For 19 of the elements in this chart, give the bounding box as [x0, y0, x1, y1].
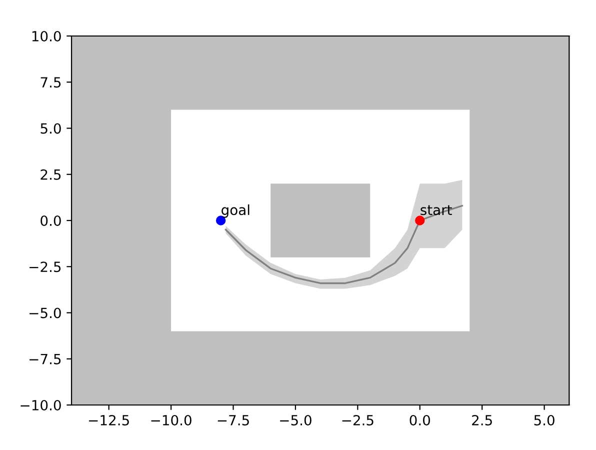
annotation: goal [222, 204, 250, 218]
y-tick-label: −2.5 [30, 262, 61, 272]
y-tick-label: 2.5 [40, 169, 61, 180]
x-tick-label: −12.5 [89, 414, 129, 426]
x-tick-label: −10.0 [151, 414, 192, 426]
y-tick-label: −7.5 [30, 354, 61, 364]
x-tick-label: −7.5 [218, 415, 249, 426]
annotation: start [420, 205, 452, 216]
y-tick-label: 7.5 [40, 77, 61, 88]
x-tick-label: 0.0 [410, 414, 430, 426]
y-tick-label: 10.0 [32, 30, 61, 42]
x-tick-label: 2.5 [472, 414, 492, 426]
y-tick-label: −10.0 [20, 400, 61, 410]
y-tick-label: 5.0 [40, 123, 61, 134]
x-tick-label: −5.0 [280, 414, 312, 426]
x-tick-label: −2.5 [342, 414, 374, 426]
y-tick-label: 0.0 [40, 215, 61, 226]
x-tick-label: 5.0 [534, 414, 554, 426]
y-tick-label: −5.0 [30, 308, 61, 318]
